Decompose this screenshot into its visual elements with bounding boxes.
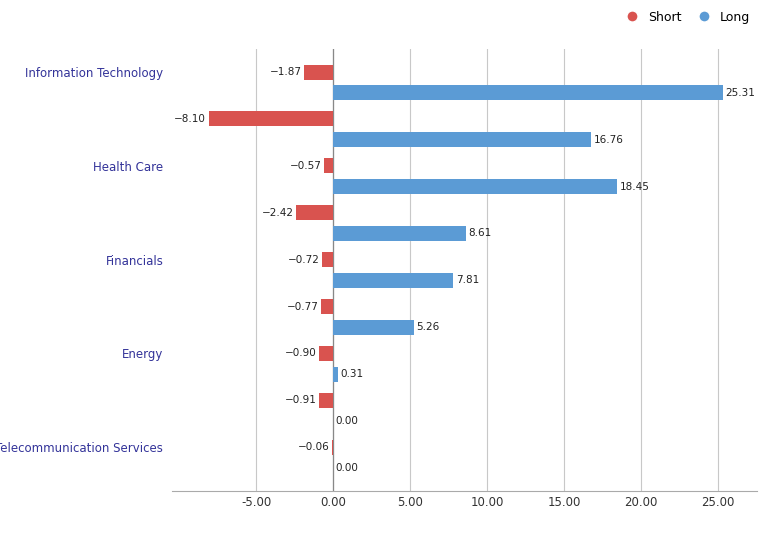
Text: 0.31: 0.31 [340, 369, 363, 379]
Text: 0.00: 0.00 [335, 463, 359, 473]
Text: −0.77: −0.77 [287, 301, 319, 312]
Bar [319, 346, 333, 361]
Text: −0.06: −0.06 [298, 442, 330, 453]
Bar [333, 367, 338, 382]
Bar [333, 273, 453, 288]
Text: −2.42: −2.42 [261, 208, 294, 218]
Text: 25.31: 25.31 [725, 87, 755, 98]
Bar [333, 320, 414, 335]
Legend: Short, Long: Short, Long [619, 11, 750, 24]
Bar [333, 179, 617, 194]
Bar [321, 299, 333, 314]
Text: −0.91: −0.91 [285, 395, 317, 406]
Bar [296, 205, 333, 220]
Text: −0.57: −0.57 [290, 161, 322, 171]
Bar [333, 132, 591, 147]
Bar [208, 111, 333, 126]
Text: 7.81: 7.81 [456, 275, 479, 285]
Bar [333, 226, 466, 241]
Text: 8.61: 8.61 [468, 228, 491, 239]
Bar [333, 85, 723, 100]
Text: 0.00: 0.00 [335, 416, 359, 426]
Bar [304, 65, 333, 79]
Bar [322, 252, 333, 267]
Text: 16.76: 16.76 [594, 134, 623, 145]
Text: 5.26: 5.26 [417, 322, 440, 332]
Text: 18.45: 18.45 [619, 181, 650, 192]
Bar [332, 440, 333, 455]
Bar [319, 393, 333, 408]
Bar [324, 158, 333, 173]
Text: −8.10: −8.10 [175, 114, 206, 124]
Text: −0.90: −0.90 [285, 348, 317, 359]
Text: −1.87: −1.87 [270, 67, 302, 77]
Text: −0.72: −0.72 [288, 255, 320, 265]
